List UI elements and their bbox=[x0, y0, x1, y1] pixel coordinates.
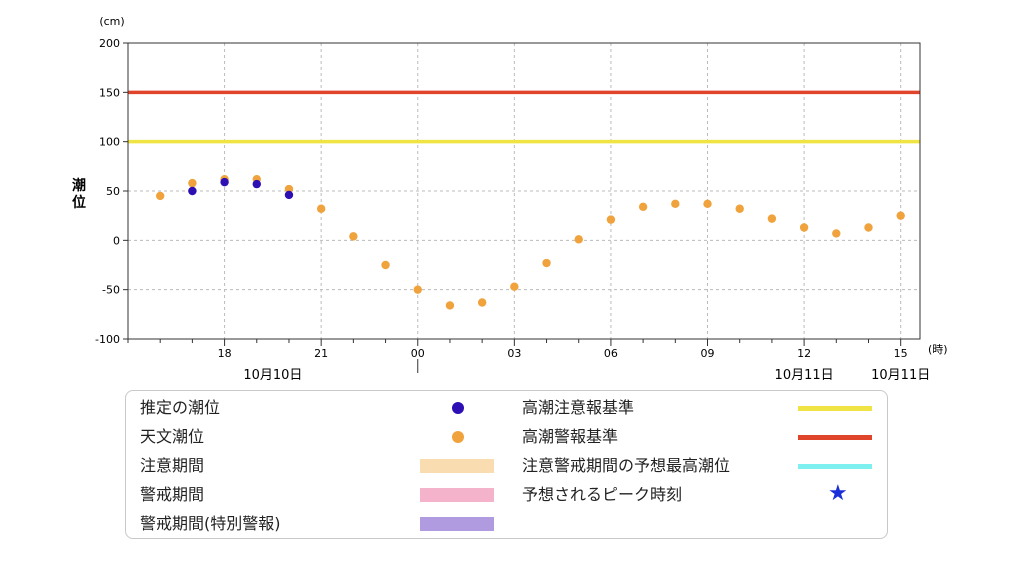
data-point bbox=[671, 199, 680, 209]
legend-label: 警戒期間 bbox=[140, 485, 205, 504]
y-tick-label: 0 bbox=[113, 234, 120, 247]
x-tick-label: 03 bbox=[507, 347, 521, 360]
x-tick-label: 12 bbox=[797, 347, 811, 360]
date-label: 10月10日 bbox=[243, 368, 302, 383]
x-tick-label: 15 bbox=[894, 347, 908, 360]
date-label: 10月11日 bbox=[775, 368, 834, 383]
advisory-level-line-icon bbox=[798, 406, 872, 411]
threshold-lines bbox=[128, 90, 920, 144]
data-point bbox=[349, 232, 358, 241]
warning-level-line-icon bbox=[798, 435, 872, 440]
legend-item-peak-time: 予想されるピーク時刻 ★ bbox=[522, 481, 882, 509]
legend-label: 高潮警報基準 bbox=[522, 427, 619, 446]
forecast-max-tide-line-icon bbox=[798, 464, 872, 469]
estimated-tide-dot-icon bbox=[452, 402, 464, 414]
x-tick-label: 09 bbox=[701, 347, 715, 360]
x-tick-label: 18 bbox=[218, 347, 232, 360]
x-tick-label: 21 bbox=[314, 347, 328, 360]
data-point bbox=[735, 204, 744, 213]
data-point bbox=[284, 190, 294, 200]
legend: 推定の潮位 天文潮位 注意期間 警戒期間 警戒期間(特別警報) 高潮注意報基準 … bbox=[125, 390, 888, 539]
data-point bbox=[542, 258, 551, 268]
data-point bbox=[703, 199, 712, 209]
data-point bbox=[638, 202, 648, 211]
legend-item-caution-period: 注意期間 bbox=[140, 452, 500, 480]
data-point bbox=[799, 223, 809, 232]
data-point bbox=[574, 235, 583, 244]
y-axis: -100 -50 0 50 100 150 200 bbox=[95, 37, 128, 346]
y-tick-label: 150 bbox=[99, 86, 120, 99]
data-point bbox=[767, 214, 777, 223]
data-point bbox=[188, 178, 197, 188]
date-label: 10月11日 bbox=[871, 368, 930, 383]
legend-label: 注意期間 bbox=[140, 456, 205, 475]
peak-time-star-icon: ★ bbox=[828, 481, 848, 506]
date-labels: 10月10日 10月11日 10月11日 bbox=[243, 359, 930, 383]
legend-item-astronomical-tide: 天文潮位 bbox=[140, 423, 500, 451]
legend-item-warning-level: 高潮警報基準 bbox=[522, 423, 882, 451]
data-point bbox=[220, 177, 229, 187]
y-tick-label: 50 bbox=[106, 185, 120, 198]
legend-item-special-warning-period: 警戒期間(特別警報) bbox=[140, 510, 500, 538]
caution-period-band-icon bbox=[420, 459, 494, 473]
data-point bbox=[284, 184, 294, 194]
data-points bbox=[155, 174, 905, 310]
data-point bbox=[606, 215, 616, 224]
data-point bbox=[477, 298, 487, 307]
y-tick-label: -50 bbox=[102, 284, 120, 297]
legend-item-estimated-tide: 推定の潮位 bbox=[140, 394, 500, 422]
y-tick-label: -100 bbox=[95, 333, 120, 346]
data-point bbox=[864, 223, 873, 232]
x-unit-label: (時) bbox=[928, 343, 948, 356]
astronomical-tide-dot-icon bbox=[452, 431, 464, 443]
grid-lines bbox=[128, 43, 920, 339]
legend-label: 警戒期間(特別警報) bbox=[140, 514, 281, 533]
data-point bbox=[445, 301, 455, 310]
legend-item-forecast-max-tide: 注意警戒期間の予想最高潮位 bbox=[522, 452, 882, 480]
y-unit-label: (cm) bbox=[99, 15, 124, 28]
data-point bbox=[316, 204, 326, 213]
data-point bbox=[896, 211, 905, 220]
data-point bbox=[188, 186, 197, 196]
legend-label: 予想されるピーク時刻 bbox=[522, 485, 683, 504]
legend-label: 注意警戒期間の予想最高潮位 bbox=[522, 456, 731, 475]
data-point bbox=[252, 179, 261, 189]
data-point bbox=[510, 282, 519, 291]
x-tick-label: 00 bbox=[411, 347, 425, 360]
legend-label: 天文潮位 bbox=[140, 427, 205, 446]
y-tick-label: 200 bbox=[99, 37, 120, 50]
y-tick-label: 100 bbox=[99, 136, 120, 149]
tide-chart: -100 -50 0 50 100 150 200 18 21 00 03 06 09 12 15 (cm… bbox=[72, 15, 948, 383]
warning-period-band-icon bbox=[420, 488, 494, 502]
x-axis: 18 21 00 03 06 09 12 15 bbox=[127, 339, 908, 360]
data-point bbox=[413, 285, 422, 294]
data-point bbox=[155, 191, 165, 201]
legend-label: 推定の潮位 bbox=[140, 398, 221, 417]
x-tick-label: 06 bbox=[604, 347, 618, 360]
special-warning-period-band-icon bbox=[420, 517, 494, 531]
data-point bbox=[381, 260, 390, 270]
legend-item-advisory-level: 高潮注意報基準 bbox=[522, 394, 882, 422]
legend-label: 高潮注意報基準 bbox=[522, 398, 635, 417]
data-point bbox=[832, 229, 841, 238]
legend-item-warning-period: 警戒期間 bbox=[140, 481, 500, 509]
y-axis-title-char-1: 潮 bbox=[72, 177, 86, 194]
y-axis-title-char-2: 位 bbox=[72, 194, 86, 211]
